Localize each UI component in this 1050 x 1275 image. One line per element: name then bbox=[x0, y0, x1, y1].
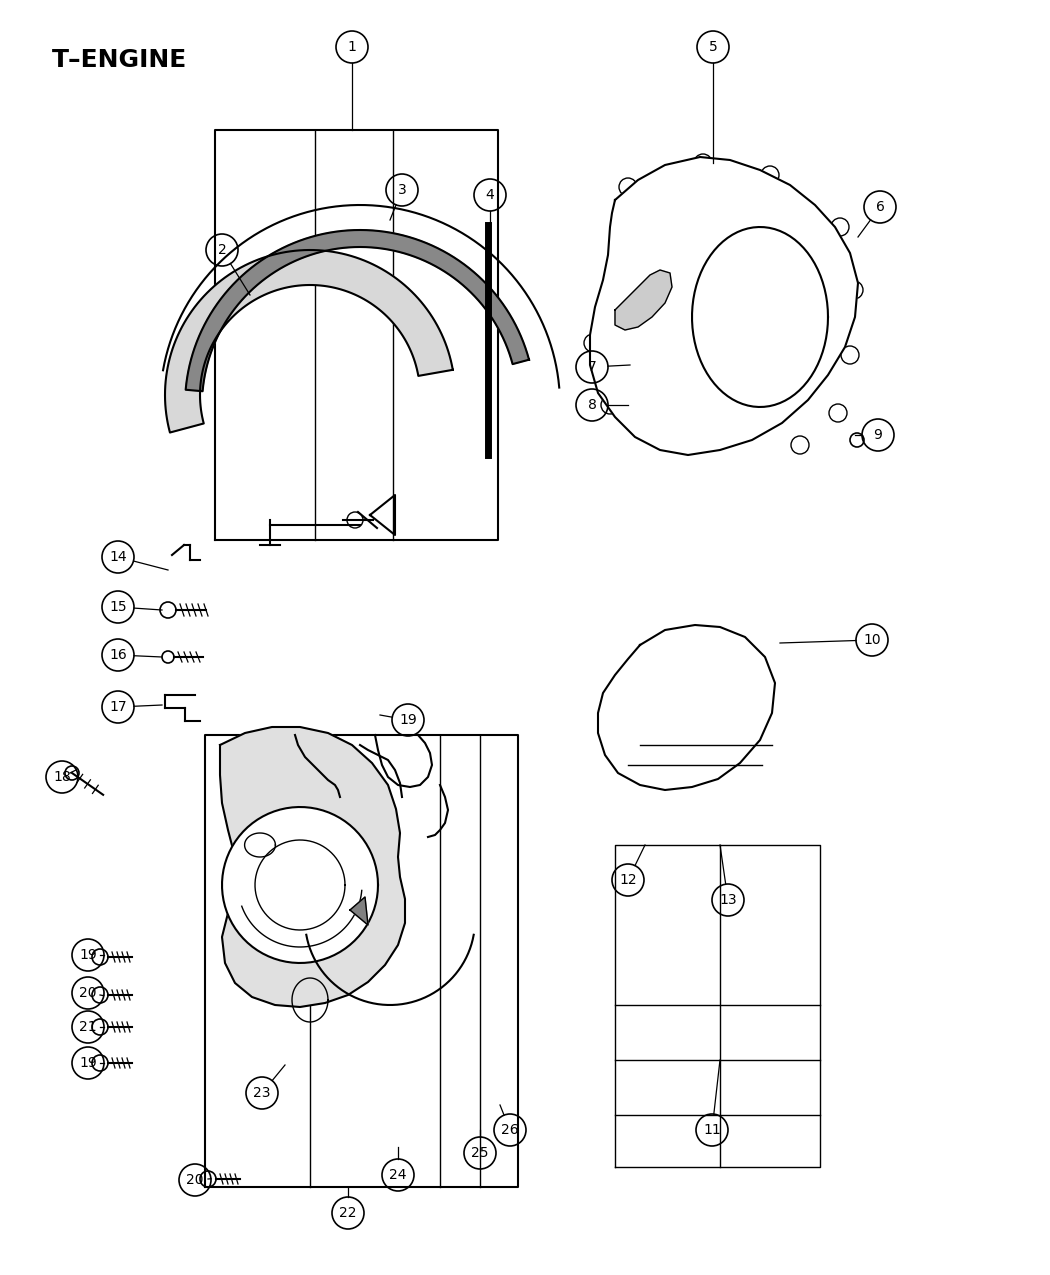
Circle shape bbox=[200, 1170, 216, 1187]
Polygon shape bbox=[590, 157, 858, 455]
Text: 25: 25 bbox=[471, 1146, 488, 1160]
Text: 18: 18 bbox=[54, 770, 71, 784]
Text: 8: 8 bbox=[588, 398, 596, 412]
Polygon shape bbox=[186, 230, 529, 391]
Text: 17: 17 bbox=[109, 700, 127, 714]
Circle shape bbox=[160, 602, 176, 618]
Text: 3: 3 bbox=[398, 184, 406, 198]
Text: 6: 6 bbox=[876, 200, 884, 214]
Text: 23: 23 bbox=[253, 1086, 271, 1100]
Circle shape bbox=[92, 1054, 108, 1071]
Circle shape bbox=[92, 949, 108, 965]
Circle shape bbox=[92, 1019, 108, 1035]
Text: 11: 11 bbox=[704, 1123, 721, 1137]
Polygon shape bbox=[598, 625, 775, 790]
Text: 5: 5 bbox=[709, 40, 717, 54]
Polygon shape bbox=[165, 250, 453, 432]
Polygon shape bbox=[350, 898, 368, 924]
Text: 10: 10 bbox=[863, 632, 881, 646]
Text: 12: 12 bbox=[620, 873, 636, 887]
Text: 13: 13 bbox=[719, 892, 737, 907]
Text: 15: 15 bbox=[109, 601, 127, 615]
Text: 19: 19 bbox=[399, 713, 417, 727]
Text: 7: 7 bbox=[588, 360, 596, 374]
Text: 22: 22 bbox=[339, 1206, 357, 1220]
Text: 21: 21 bbox=[79, 1020, 97, 1034]
Circle shape bbox=[92, 987, 108, 1003]
Circle shape bbox=[65, 766, 79, 780]
Text: 24: 24 bbox=[390, 1168, 406, 1182]
Text: 19: 19 bbox=[79, 949, 97, 963]
Polygon shape bbox=[220, 727, 405, 1007]
Text: 14: 14 bbox=[109, 550, 127, 564]
Polygon shape bbox=[222, 807, 378, 963]
Text: 16: 16 bbox=[109, 648, 127, 662]
Polygon shape bbox=[615, 270, 672, 330]
Text: T–ENGINE: T–ENGINE bbox=[52, 48, 187, 71]
Text: 1: 1 bbox=[348, 40, 356, 54]
Text: 19: 19 bbox=[79, 1056, 97, 1070]
Text: 20: 20 bbox=[79, 986, 97, 1000]
Circle shape bbox=[162, 652, 174, 663]
Text: 9: 9 bbox=[874, 428, 882, 442]
Text: 26: 26 bbox=[501, 1123, 519, 1137]
Text: 20: 20 bbox=[186, 1173, 204, 1187]
Text: 4: 4 bbox=[485, 187, 495, 201]
Text: 2: 2 bbox=[217, 244, 227, 258]
